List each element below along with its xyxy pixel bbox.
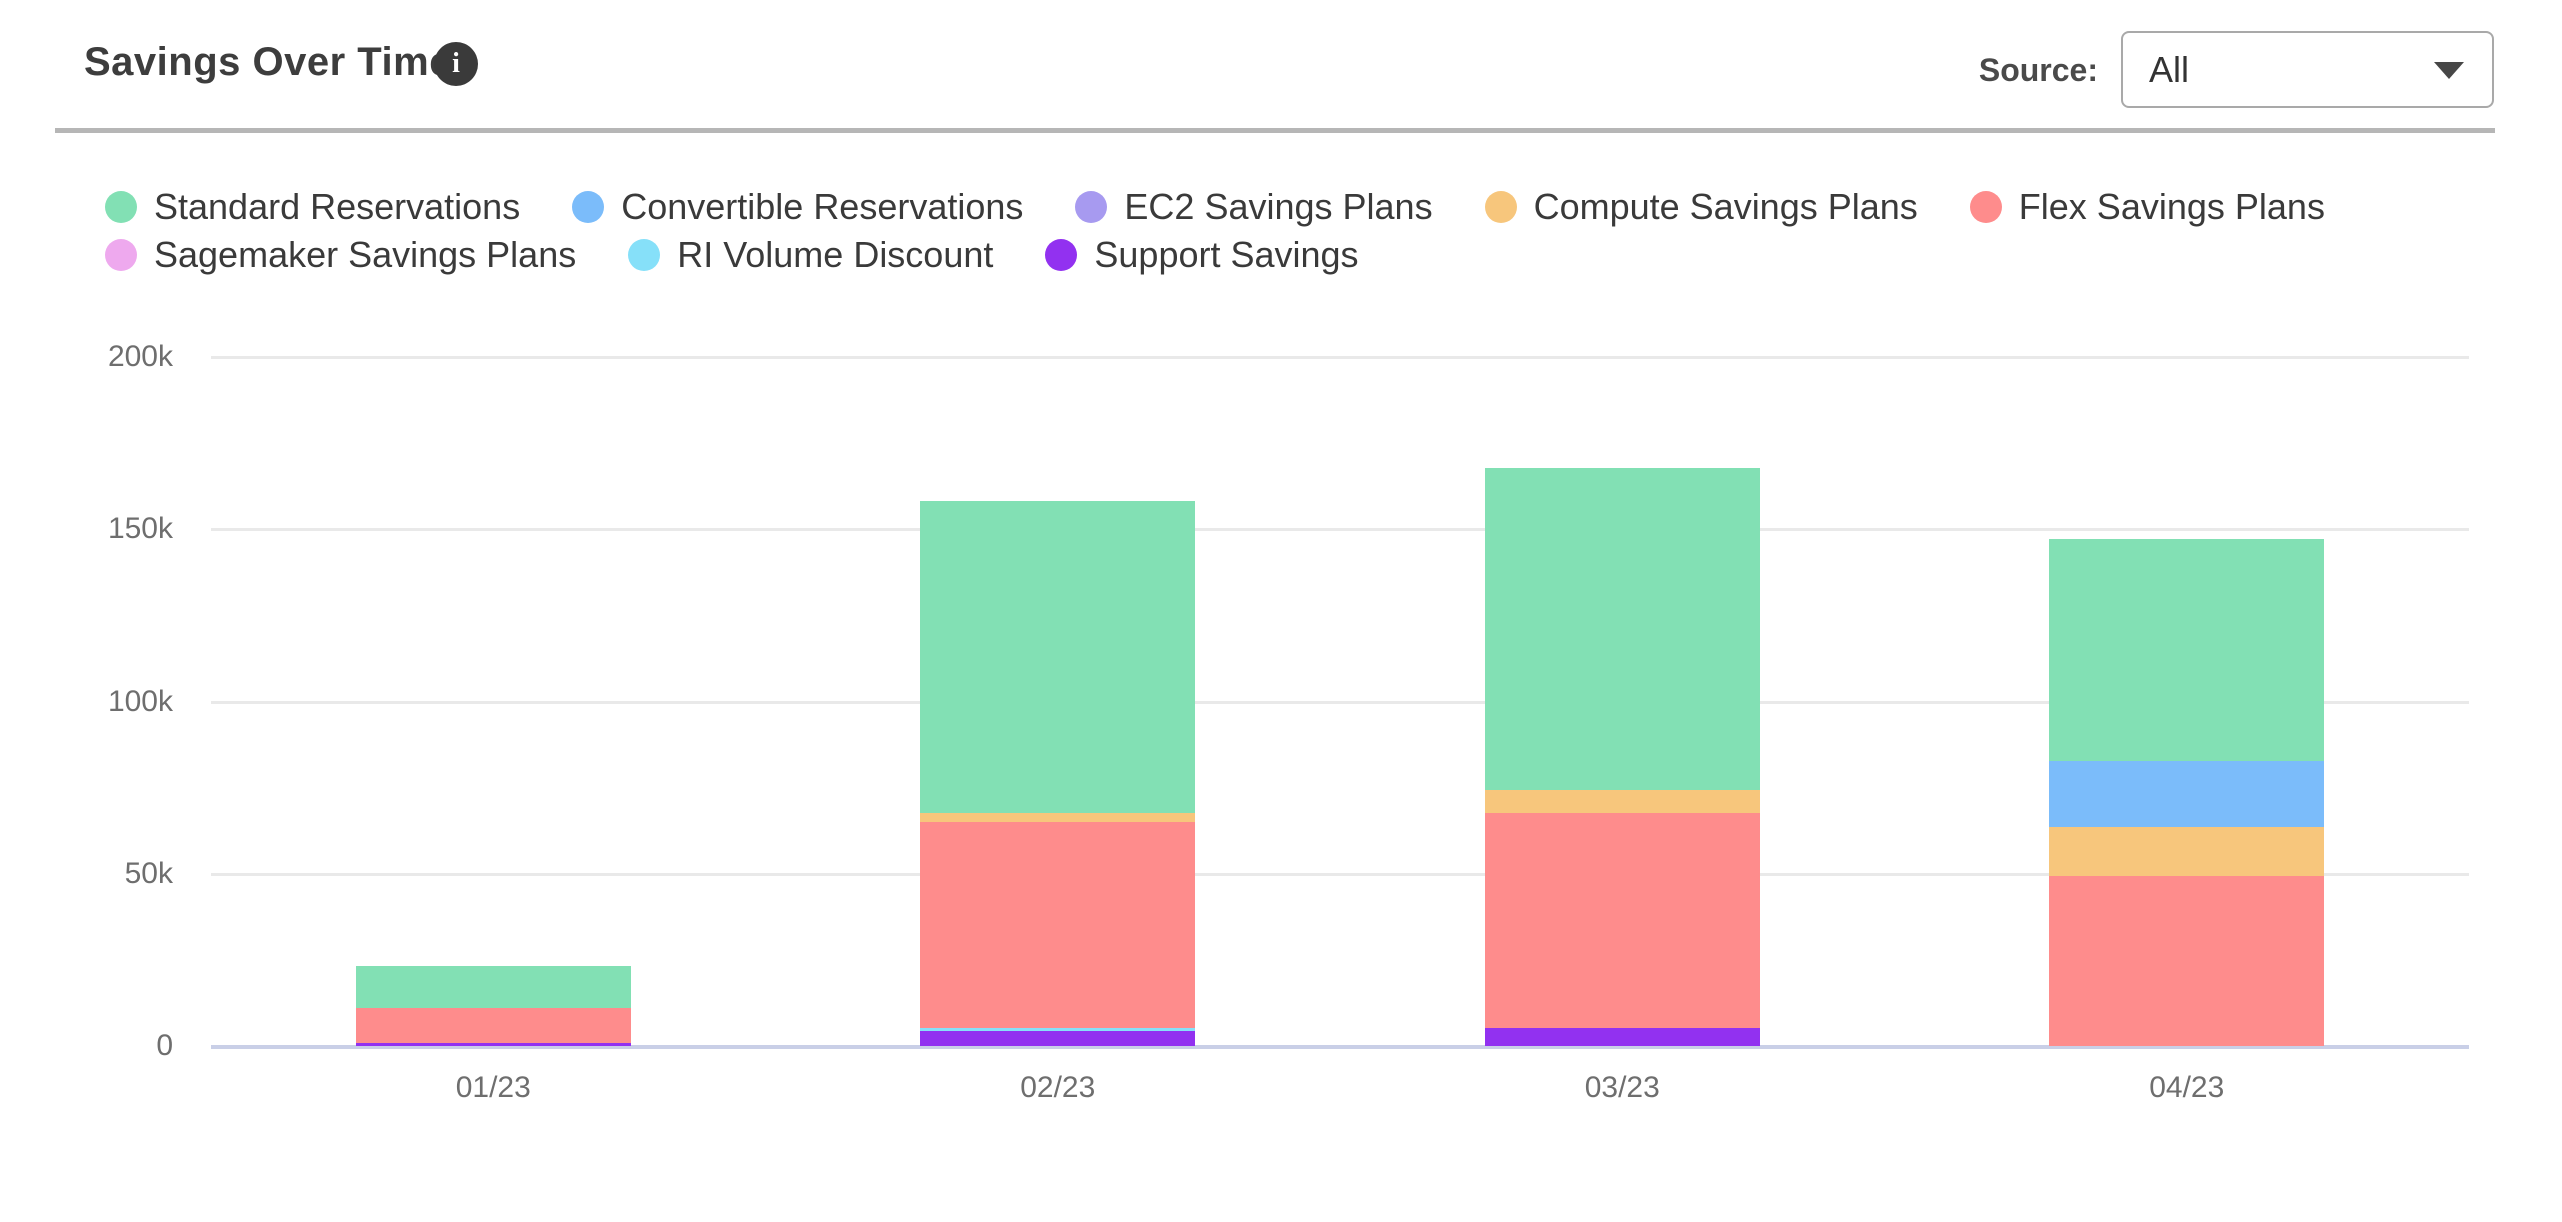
legend-item-standard-reservations[interactable]: Standard Reservations bbox=[105, 186, 520, 228]
legend-dot-icon bbox=[1969, 191, 2002, 223]
legend-label: Support Savings bbox=[1094, 234, 1359, 275]
gridline-200k bbox=[211, 356, 2469, 359]
header-divider bbox=[55, 128, 2495, 133]
legend-item-sagemaker-savings-plans[interactable]: Sagemaker Savings Plans bbox=[105, 234, 576, 276]
x-axis-tick-label: 02/23 bbox=[1020, 1071, 1096, 1104]
gridline-150k bbox=[211, 528, 2469, 532]
bar-segment-standard-reservations-03-23[interactable] bbox=[1484, 468, 1760, 791]
legend-dot-icon bbox=[1045, 239, 1078, 271]
gridline-100k bbox=[211, 700, 2469, 704]
legend-dot-icon bbox=[105, 239, 137, 271]
y-axis-tick-label: 0 bbox=[156, 1029, 173, 1062]
source-label: Source: bbox=[1978, 52, 2098, 88]
x-axis-tick-label: 01/23 bbox=[455, 1071, 531, 1104]
legend-dot-icon bbox=[1484, 191, 1517, 223]
legend-item-compute-savings-plans[interactable]: Compute Savings Plans bbox=[1484, 186, 1918, 228]
chart-legend: Standard Reservations Convertible Reserva… bbox=[105, 186, 2485, 282]
bar-segment-ri-volume-discount-02-23[interactable] bbox=[920, 1028, 1196, 1031]
source-select[interactable]: All bbox=[2121, 31, 2494, 108]
legend-dot-icon bbox=[572, 191, 605, 223]
legend-dot-icon bbox=[628, 239, 661, 271]
legend-item-support-savings[interactable]: Support Savings bbox=[1045, 234, 1359, 276]
legend-label: RI Volume Discount bbox=[677, 234, 994, 275]
legend-item-ec2-savings-plans[interactable]: EC2 Savings Plans bbox=[1075, 186, 1433, 228]
legend-label: EC2 Savings Plans bbox=[1124, 186, 1433, 227]
legend-row: Sagemaker Savings Plans RI Volume Discoun… bbox=[105, 234, 2485, 276]
legend-dot-icon bbox=[105, 191, 137, 223]
bar-segment-flex-savings-plans-01-23[interactable] bbox=[355, 1008, 631, 1043]
bar-segment-support-savings-03-23[interactable] bbox=[1484, 1028, 1760, 1046]
chevron-down-icon bbox=[2434, 62, 2464, 79]
legend-row: Standard Reservations Convertible Reserva… bbox=[105, 186, 2485, 228]
legend-item-flex-savings-plans[interactable]: Flex Savings Plans bbox=[1969, 186, 2325, 228]
legend-item-ri-volume-discount[interactable]: RI Volume Discount bbox=[628, 234, 993, 276]
bar-segment-support-savings-01-23[interactable] bbox=[355, 1042, 631, 1046]
info-icon[interactable]: i bbox=[434, 42, 478, 86]
bar-segment-flex-savings-plans-03-23[interactable] bbox=[1484, 813, 1760, 1029]
x-axis-tick-label: 04/23 bbox=[2149, 1071, 2225, 1104]
bar-segment-compute-savings-plans-02-23[interactable] bbox=[920, 813, 1196, 823]
y-axis-tick-label: 50k bbox=[124, 856, 173, 890]
x-axis-line bbox=[211, 1045, 2469, 1049]
legend-item-convertible-reservations[interactable]: Convertible Reservations bbox=[572, 186, 1023, 228]
bar-segment-compute-savings-plans-04-23[interactable] bbox=[2049, 826, 2325, 877]
source-select-value: All bbox=[2149, 49, 2190, 90]
legend-label: Convertible Reservations bbox=[621, 186, 1024, 227]
y-axis-tick-label: 150k bbox=[107, 512, 173, 546]
y-axis-tick-label: 200k bbox=[107, 340, 173, 373]
bar-segment-standard-reservations-02-23[interactable] bbox=[920, 501, 1196, 814]
bar-segment-compute-savings-plans-03-23[interactable] bbox=[1484, 790, 1760, 814]
legend-label: Flex Savings Plans bbox=[2018, 186, 2325, 227]
legend-dot-icon bbox=[1075, 191, 1108, 223]
page-title: Savings Over Time bbox=[84, 40, 452, 84]
bar-segment-flex-savings-plans-04-23[interactable] bbox=[2049, 876, 2325, 1046]
legend-label: Compute Savings Plans bbox=[1533, 186, 1918, 227]
bar-segment-support-savings-02-23[interactable] bbox=[920, 1030, 1196, 1046]
gridline-50k bbox=[211, 872, 2469, 876]
bar-segment-standard-reservations-01-23[interactable] bbox=[355, 966, 631, 1009]
bar-segment-convertible-reservations-04-23[interactable] bbox=[2049, 761, 2325, 827]
y-axis-tick-label: 100k bbox=[107, 684, 173, 718]
x-axis-tick-label: 03/23 bbox=[1584, 1071, 1660, 1104]
bar-segment-standard-reservations-04-23[interactable] bbox=[2049, 538, 2325, 762]
legend-label: Sagemaker Savings Plans bbox=[154, 234, 577, 275]
bar-segment-flex-savings-plans-02-23[interactable] bbox=[920, 822, 1196, 1029]
legend-label: Standard Reservations bbox=[154, 186, 521, 227]
